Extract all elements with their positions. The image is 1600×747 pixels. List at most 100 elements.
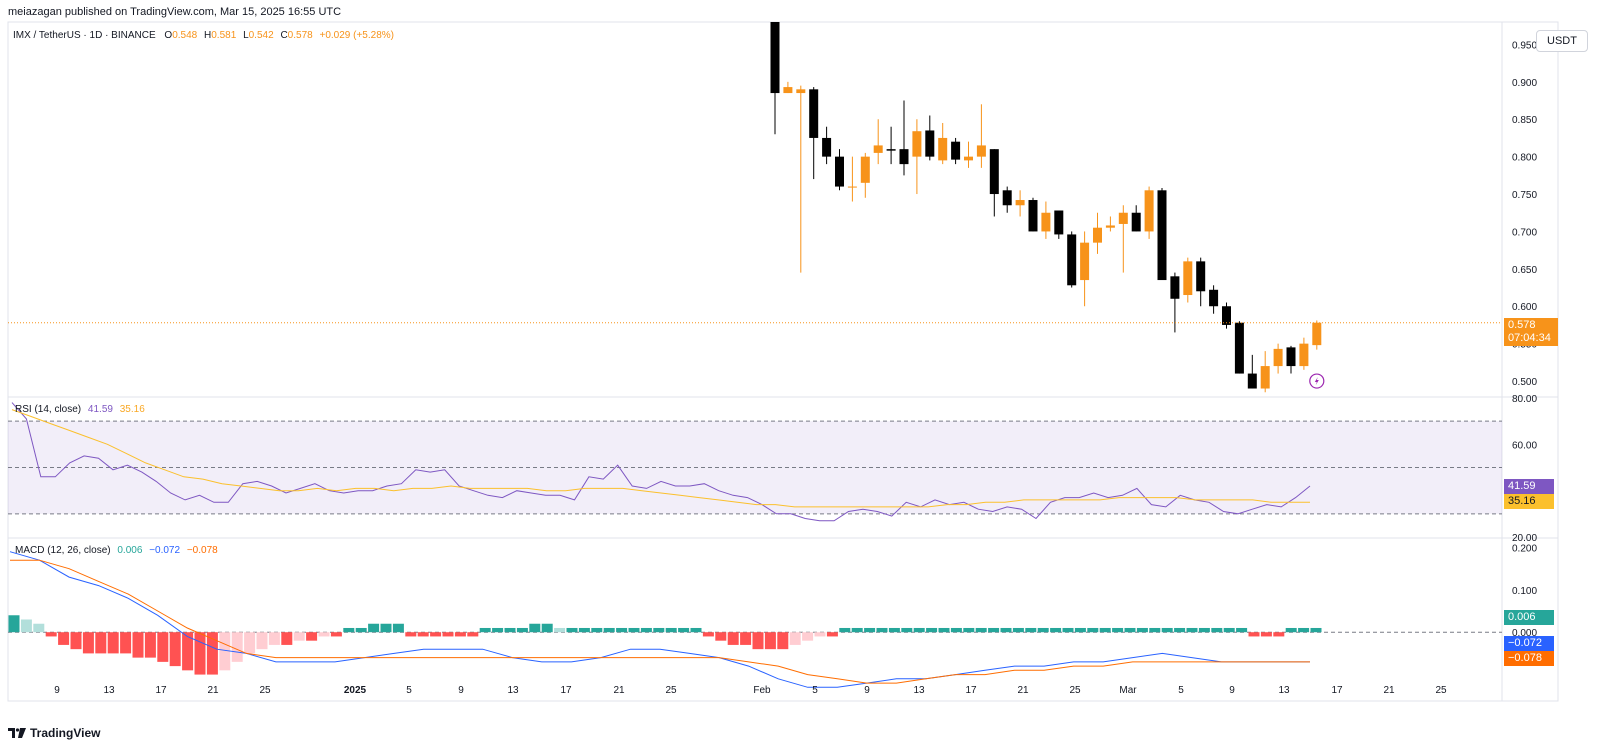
candle-body: [1054, 210, 1064, 235]
macd-histogram-bar: [888, 627, 900, 633]
candle-body: [1196, 261, 1206, 292]
macd-histogram-bar: [169, 632, 181, 667]
macd-histogram-bar: [132, 632, 144, 658]
candle-body: [951, 141, 961, 160]
macd-legend: MACD (12, 26, close) 0.006 −0.072 −0.078: [15, 545, 218, 556]
macd-histogram-bar: [45, 632, 57, 637]
macd-histogram-bar: [1223, 627, 1235, 633]
macd-histogram-bar: [789, 632, 801, 645]
time-tick-label: 13: [103, 685, 115, 696]
macd-hist-tag: 0.006: [1504, 610, 1554, 625]
macd-histogram-bar: [1112, 627, 1124, 633]
macd-histogram-bar: [1050, 627, 1062, 633]
macd-histogram-bar: [1260, 632, 1272, 637]
macd-histogram-bar: [1174, 627, 1186, 633]
macd-histogram-bar: [417, 632, 429, 637]
time-tick-label: 13: [1278, 685, 1290, 696]
bar-countdown: 07:04:34: [1508, 332, 1551, 344]
lightning-bolt-icon: [1314, 377, 1319, 386]
candle-body: [1247, 373, 1257, 389]
candle-body: [925, 130, 935, 157]
rsi-ma-line: [11, 409, 1310, 508]
macd-histogram-bar: [764, 632, 776, 650]
macd-histogram-bar: [1099, 627, 1111, 633]
macd-histogram-bar: [157, 632, 169, 662]
macd-histogram-bar: [1211, 627, 1223, 633]
close-value: 0.578: [287, 30, 313, 41]
candle-body: [1273, 348, 1283, 367]
macd-hist-value: 0.006: [117, 545, 143, 556]
price-tick-label: 0.750: [1512, 190, 1537, 201]
rsi-line: [11, 402, 1311, 522]
time-tick-label: Feb: [753, 685, 771, 696]
currency-unit-button[interactable]: USDT: [1536, 30, 1588, 52]
time-tick-label: 9: [458, 685, 464, 696]
candle-body: [1170, 276, 1180, 299]
macd-histogram-bar: [1136, 627, 1148, 633]
time-tick-label: 17: [155, 685, 167, 696]
symbol-name: IMX / TetherUS · 1D · BINANCE: [13, 30, 156, 41]
macd-histogram-bar: [678, 627, 690, 633]
macd-histogram-bar: [231, 632, 243, 662]
candle-body: [770, 22, 780, 94]
macd-histogram-bar: [405, 632, 417, 637]
macd-histogram-bar: [864, 627, 876, 633]
candle-body: [783, 87, 793, 94]
macd-histogram-bar: [95, 632, 107, 654]
tradingview-logo[interactable]: TradingView: [8, 726, 100, 740]
macd-histogram-bar: [913, 627, 925, 633]
time-tick-label: 9: [864, 685, 870, 696]
time-tick-label: 21: [207, 685, 219, 696]
macd-name: MACD (12, 26, close): [15, 545, 111, 556]
macd-histogram-bar: [1000, 627, 1012, 633]
macd-histogram-bar: [591, 627, 603, 633]
candle-body: [1131, 212, 1141, 232]
macd-histogram-bar: [182, 632, 194, 671]
time-tick-label: 25: [665, 685, 677, 696]
rsi-value: 41.59: [87, 404, 113, 415]
macd-histogram-bar: [554, 627, 566, 633]
rsi-ma-value-tag: 35.16: [1504, 494, 1554, 509]
time-tick-label: 25: [1069, 685, 1081, 696]
macd-histogram-bar: [1087, 627, 1099, 633]
candle-body: [847, 186, 857, 188]
macd-histogram-bar: [330, 632, 342, 637]
candle-body: [1093, 227, 1102, 243]
macd-signal-tag: −0.078: [1504, 651, 1554, 666]
low-value: 0.542: [248, 30, 274, 41]
macd-histogram-bar: [256, 632, 268, 650]
time-tick-label: 25: [259, 685, 271, 696]
time-tick-label: 21: [613, 685, 625, 696]
macd-histogram-bar: [33, 623, 45, 633]
macd-histogram-bar: [950, 627, 962, 633]
macd-histogram-bar: [1025, 627, 1037, 633]
macd-histogram-bar: [1037, 627, 1049, 633]
macd-histogram-bar: [1298, 627, 1310, 633]
macd-histogram-bar: [293, 632, 305, 641]
candle-body: [1209, 289, 1219, 307]
macd-histogram-bar: [144, 632, 156, 658]
macd-histogram-bar: [727, 632, 739, 645]
macd-histogram-bar: [504, 627, 516, 633]
macd-value-tag: −0.072: [1504, 636, 1554, 651]
candle-body: [796, 89, 806, 94]
rsi-tick-label: 20.00: [1512, 533, 1537, 544]
macd-histogram-bar: [355, 627, 367, 633]
chart-frame: [7, 21, 1559, 702]
macd-histogram-bar: [1198, 627, 1210, 633]
macd-histogram-bar: [628, 627, 640, 633]
macd-value: −0.072: [149, 545, 181, 556]
macd-histogram-bar: [244, 632, 256, 654]
time-tick-label: 5: [1178, 685, 1184, 696]
macd-histogram-bar: [876, 627, 888, 633]
macd-histogram-bar: [343, 627, 355, 633]
macd-histogram-bar: [1310, 627, 1322, 633]
macd-histogram-bar: [653, 627, 665, 633]
macd-histogram-bar: [318, 632, 330, 637]
macd-histogram-bar: [380, 623, 392, 633]
macd-histogram-bar: [826, 632, 838, 637]
candle-body: [1028, 200, 1038, 232]
macd-histogram-bar: [1248, 632, 1260, 637]
candle-body: [976, 145, 986, 157]
